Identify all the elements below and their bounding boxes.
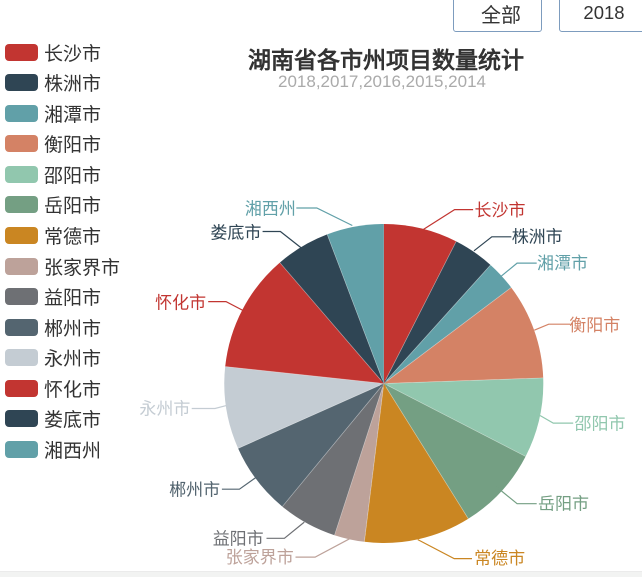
svg-text:怀化市: 怀化市 bbox=[155, 294, 206, 313]
svg-text:长沙市: 长沙市 bbox=[475, 201, 526, 220]
svg-text:邵阳市: 邵阳市 bbox=[575, 414, 626, 433]
svg-text:张家界市: 张家界市 bbox=[226, 548, 294, 567]
svg-text:常德市: 常德市 bbox=[474, 549, 525, 568]
svg-text:娄底市: 娄底市 bbox=[210, 224, 261, 243]
svg-text:益阳市: 益阳市 bbox=[213, 530, 264, 549]
svg-text:郴州市: 郴州市 bbox=[169, 480, 220, 499]
svg-text:湘潭市: 湘潭市 bbox=[537, 254, 588, 273]
svg-text:湘西州: 湘西州 bbox=[245, 200, 296, 219]
svg-text:岳阳市: 岳阳市 bbox=[538, 495, 589, 514]
svg-text:永州市: 永州市 bbox=[139, 400, 190, 419]
svg-text:衡阳市: 衡阳市 bbox=[569, 316, 620, 335]
svg-text:株洲市: 株洲市 bbox=[512, 227, 563, 246]
